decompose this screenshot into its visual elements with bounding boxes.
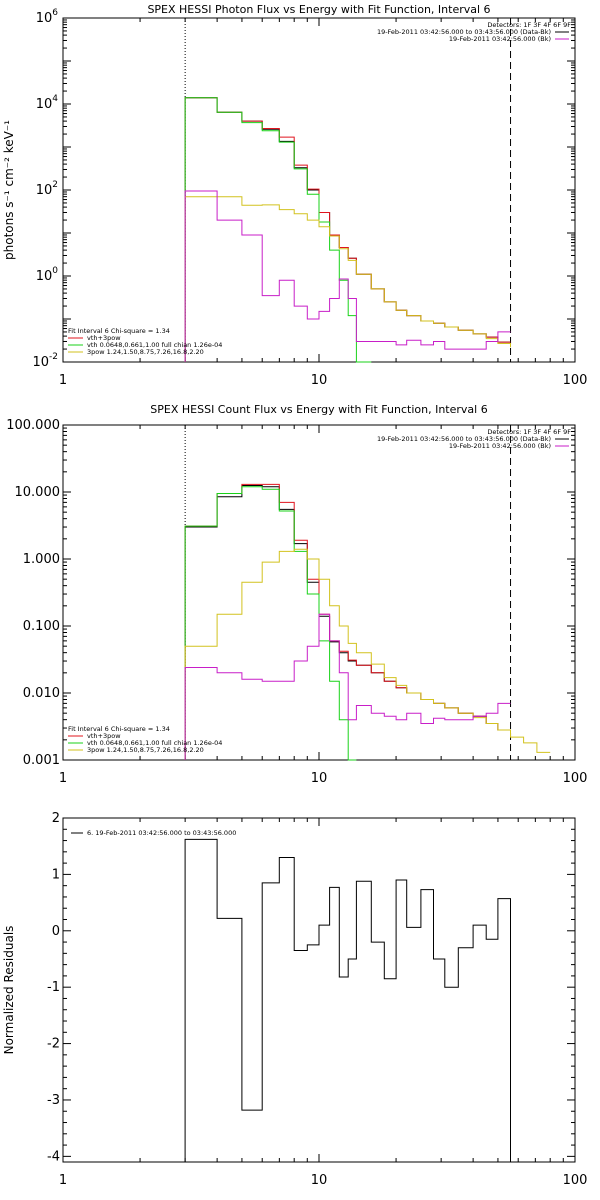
y-tick-label: 0	[52, 924, 60, 939]
fit-legend-entry: 3pow 1.24,1.50,8.75,7.26,16.8,2.20	[87, 746, 204, 754]
y-tick-base: 10	[36, 183, 53, 198]
chart-panel-3: Normalized Residuals 1 10 100 -4 -3 -2 -1 0 1 2 6. …	[2, 811, 587, 1188]
chart-panel-1: SPEX HESSI Photon Flux vs Energy with Fi…	[2, 3, 587, 388]
y-axis-label: Normalized Residuals	[2, 926, 16, 1055]
legend-top-entry: 19-Feb-2011 03:42:56.000 to 03:43:56.000…	[377, 28, 551, 36]
x-tick-label: 100	[563, 1173, 588, 1188]
chart-title: SPEX HESSI Count Flux vs Energy with Fit…	[150, 403, 487, 416]
y-tick-label: 0.100	[23, 619, 60, 634]
y-tick-label: 2	[52, 811, 60, 826]
y-tick-label: 100	[36, 266, 59, 284]
legend-top-entry: Detectors: 1F 3F 4F 6F 9F	[487, 21, 571, 29]
x-tick-label: 1	[59, 771, 67, 786]
chart-title: SPEX HESSI Photon Flux vs Energy with Fi…	[147, 3, 490, 16]
series-red-line	[184, 97, 511, 362]
series-green-line	[184, 486, 357, 761]
x-tick-label: 10	[311, 1173, 328, 1188]
y-tick-base: 10	[36, 11, 53, 26]
y-tick-label: 102	[36, 180, 58, 198]
x-tick-label: 10	[311, 373, 328, 388]
x-tick-label: 1	[59, 1173, 67, 1188]
x-tick-label: 10	[311, 771, 328, 786]
y-tick-base: 10	[32, 355, 49, 370]
y-tick-label: 10-2	[32, 352, 58, 370]
y-tick-exponent: 2	[52, 180, 58, 190]
series-black-line	[184, 838, 511, 1162]
fit-legend-entry: vth 0.0648,0.661,1.00 full chian 1.26e-0…	[87, 739, 222, 747]
chart-panel-2: SPEX HESSI Count Flux vs Energy with Fit…	[6, 403, 587, 786]
legend-top-entry: 19-Feb-2011 03:42:56.000 (Bk)	[449, 35, 551, 43]
series-magenta-line	[184, 613, 511, 760]
y-tick-label: -2	[47, 1037, 60, 1052]
x-tick-label: 100	[563, 771, 588, 786]
x-tick-label: 100	[563, 373, 588, 388]
y-tick-base: 10	[36, 269, 53, 284]
fit-legend-entry: 3pow 1.24,1.50,8.75,7.26,16.8,2.20	[87, 348, 204, 356]
y-tick-exponent: -2	[49, 352, 58, 362]
y-tick-label: 0.010	[23, 686, 60, 701]
series-magenta-line	[184, 190, 511, 362]
legend-top-entry: 19-Feb-2011 03:42:56.000 (Bk)	[449, 442, 551, 450]
fit-legend-entry: vth+3pow	[87, 732, 121, 740]
fit-legend-title: Fit Interval 6 Chi-square = 1.34	[68, 725, 170, 733]
fit-legend-entry: vth+3pow	[87, 334, 121, 342]
legend-top-entry: Detectors: 1F 3F 4F 6F 9F	[487, 428, 571, 436]
residual-legend: 6. 19-Feb-2011 03:42:56.000 to 03:43:56.…	[87, 829, 236, 837]
series-yellow-line	[184, 196, 511, 362]
y-tick-label: -1	[47, 980, 60, 995]
series-black-line	[184, 97, 511, 362]
fit-legend-title: Fit Interval 6 Chi-square = 1.34	[68, 327, 170, 335]
y-tick-exponent: 4	[52, 94, 58, 104]
y-axis-label: photons s⁻¹ cm⁻² keV⁻¹	[2, 120, 16, 260]
series-yellow-line	[184, 548, 551, 760]
y-tick-label: -3	[47, 1093, 60, 1108]
y-tick-label: 104	[36, 94, 59, 112]
plot-frame	[62, 817, 576, 1163]
y-tick-label: 10.000	[15, 485, 61, 500]
y-tick-label: 1	[52, 867, 60, 882]
y-tick-label: 1.000	[23, 552, 60, 567]
x-tick-label: 1	[59, 373, 67, 388]
y-tick-label: 100.000	[6, 418, 60, 433]
y-tick-label: 106	[36, 8, 59, 26]
series-green-line	[184, 97, 372, 363]
y-tick-label: 0.001	[23, 753, 60, 768]
y-tick-base: 10	[36, 97, 53, 112]
y-tick-exponent: 6	[52, 8, 58, 18]
y-tick-exponent: 0	[52, 266, 58, 276]
legend-top-entry: 19-Feb-2011 03:42:56.000 to 03:43:56.000…	[377, 435, 551, 443]
fit-legend-entry: vth 0.0648,0.661,1.00 full chian 1.26e-0…	[87, 341, 222, 349]
y-tick-label: -4	[47, 1149, 60, 1164]
